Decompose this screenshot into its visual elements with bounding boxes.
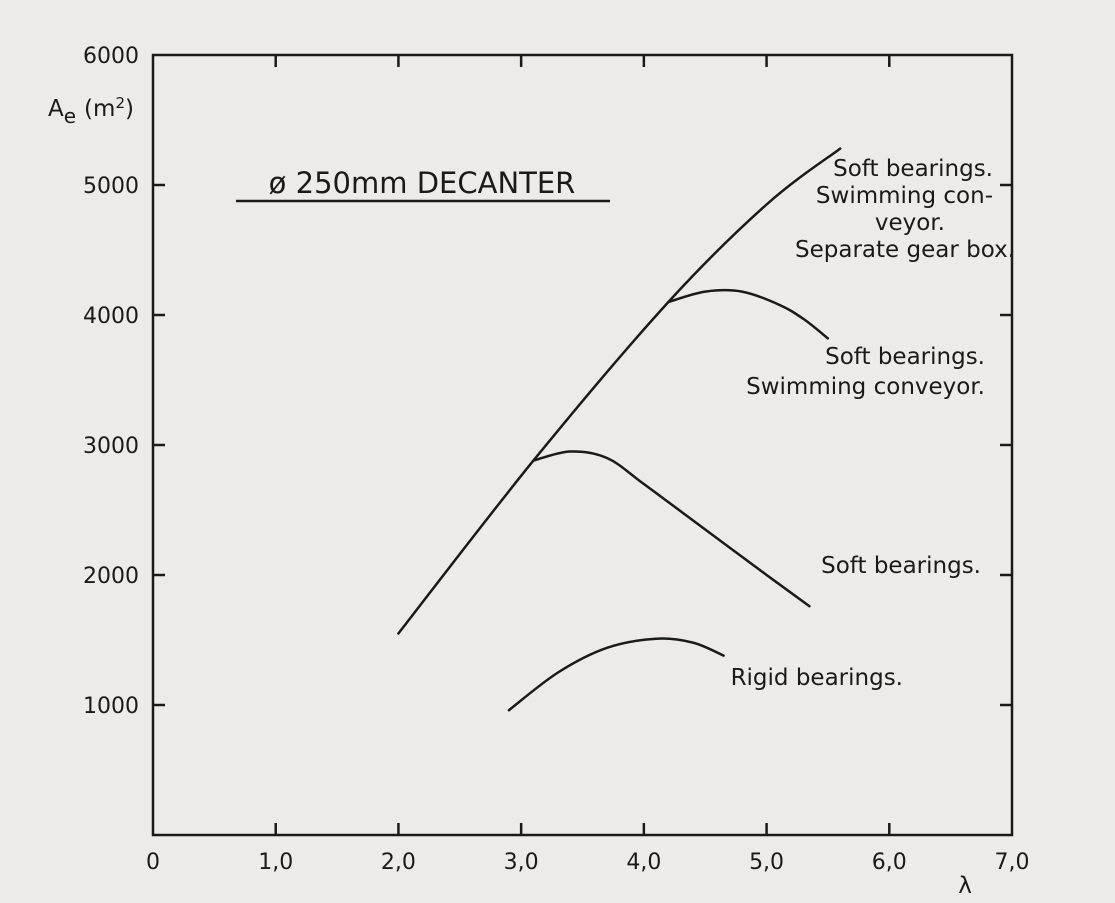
y-axis-label: Ae (m2) [48,94,134,128]
series-label-rigid-bearings-line: Rigid bearings. [731,665,903,691]
series-label-swimming-gearbox-line: Separate gear box. [795,237,1015,263]
chart-title: ø 250mm DECANTER [269,166,576,200]
x-tick-label: 4,0 [626,850,661,875]
series-label-swimming-gearbox-line: veyor. [875,210,945,236]
series-line-swimming-conveyor [667,288,830,340]
y-tick-label: 6000 [83,44,139,69]
y-tick-label: 4000 [83,304,139,329]
y-tick-label: 3000 [83,434,139,459]
y-tick-label: 2000 [83,564,139,589]
x-axis-label: λ [958,873,972,899]
x-tick-label: 1,0 [258,850,293,875]
series-label-soft-bearings-line: Soft bearings. [821,553,981,579]
y-tick-label: 1000 [83,694,139,719]
series-line-swimming-gearbox [397,147,842,635]
x-tick-label: 6,0 [872,850,907,875]
series-label-swimming-gearbox-line: Soft bearings. [833,156,993,182]
series-label-swimming-gearbox-line: Swimming con- [816,183,993,209]
x-tick-label: 5,0 [749,850,784,875]
x-tick-label: 2,0 [381,850,416,875]
y-tick-label: 5000 [83,174,139,199]
series-line-soft-bearings [532,450,811,608]
series-label-swimming-conveyor-line: Soft bearings. [825,344,985,370]
x-tick-label: 7,0 [995,850,1030,875]
series-label-swimming-conveyor-line: Swimming conveyor. [746,374,985,400]
x-tick-label: 3,0 [504,850,539,875]
series-line-rigid-bearings [507,637,725,712]
x-tick-label: 0 [146,850,160,875]
